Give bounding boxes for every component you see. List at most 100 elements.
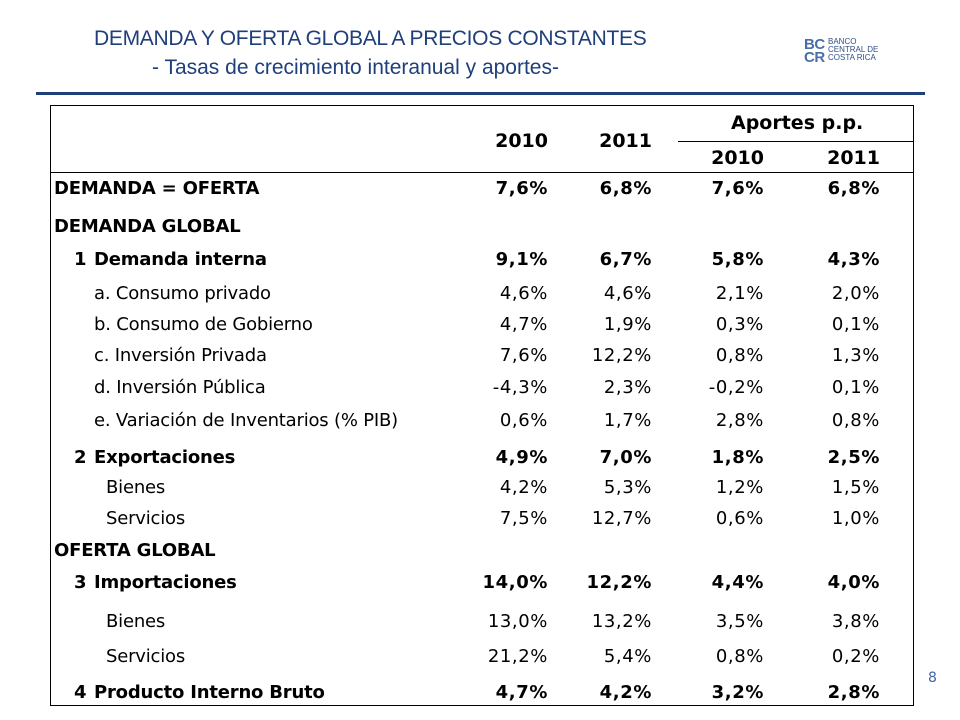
row-value-2: 1,7%	[603, 410, 652, 431]
row-value-3: 3,2%	[711, 682, 764, 703]
row-value-1: 14,0%	[482, 572, 548, 593]
row-value-3: 4,4%	[711, 572, 764, 593]
row-value-4: 0,8%	[831, 410, 880, 431]
row-value-2: 5,4%	[603, 646, 652, 667]
table-row: Bienes 13,0% 13,2% 3,5% 3,8%	[0, 611, 960, 635]
row-value-2: 5,3%	[603, 477, 652, 498]
table-row: DEMANDA GLOBAL	[0, 216, 960, 240]
row-value-1: 21,2%	[487, 646, 548, 667]
row-value-1: 4,2%	[499, 477, 548, 498]
header-aportes: Aportes p.p.	[731, 112, 864, 134]
row-value-3: 5,8%	[711, 249, 764, 270]
row-index: 3	[74, 572, 87, 593]
row-value-2: 12,7%	[591, 508, 652, 529]
row-label: Servicios	[106, 646, 186, 667]
table-top-border	[50, 105, 914, 106]
table-row: Servicios 7,5% 12,7% 0,6% 1,0%	[0, 508, 960, 532]
row-label: Exportaciones	[94, 447, 236, 468]
row-value-4: 1,5%	[831, 477, 880, 498]
row-label: a. Consumo privado	[94, 283, 271, 304]
bccr-logo-text: BANCO CENTRAL DE COSTA RICA	[828, 38, 878, 62]
table-row: 4 Producto Interno Bruto 4,7% 4,2% 3,2% 2,8%	[0, 682, 960, 706]
table-right-border	[913, 105, 914, 706]
slide-title: DEMANDA Y OFERTA GLOBAL A PRECIOS CONSTA…	[94, 27, 647, 50]
table-row: DEMANDA = OFERTA 7,6% 6,8% 7,6% 6,8%	[0, 178, 960, 202]
logo-text-line2: CENTRAL DE	[828, 45, 879, 54]
table-left-border	[50, 105, 51, 706]
row-label: Bienes	[106, 477, 166, 498]
row-label: Producto Interno Bruto	[94, 682, 325, 703]
row-value-1: 4,6%	[499, 283, 548, 304]
row-value-2: 12,2%	[591, 345, 652, 366]
row-value-2: 12,2%	[586, 572, 652, 593]
row-value-1: 4,9%	[495, 447, 548, 468]
header-aportes-2010: 2010	[711, 147, 764, 169]
row-value-3: 2,8%	[715, 410, 764, 431]
table-row: Servicios 21,2% 5,4% 0,8% 0,2%	[0, 646, 960, 670]
row-value-2: 1,9%	[603, 314, 652, 335]
header-aportes-2011: 2011	[827, 147, 880, 169]
row-value-4: 0,1%	[831, 377, 880, 398]
row-label: e. Variación de Inventarios (% PIB)	[94, 410, 398, 431]
table-row: e. Variación de Inventarios (% PIB) 0,6% 1…	[0, 410, 960, 434]
row-value-3: 0,3%	[715, 314, 764, 335]
row-value-1: 4,7%	[499, 314, 548, 335]
table-row: 3 Importaciones 14,0% 12,2% 4,4% 4,0%	[0, 572, 960, 596]
row-value-3: 1,2%	[715, 477, 764, 498]
logo-letters-top: BC	[804, 36, 825, 53]
row-value-4: 1,3%	[831, 345, 880, 366]
row-label: c. Inversión Privada	[94, 345, 267, 366]
bccr-logo: BC CR BANCO CENTRAL DE COSTA RICA	[804, 36, 929, 68]
row-index: 2	[74, 447, 87, 468]
row-value-1: 9,1%	[495, 249, 548, 270]
logo-letters-bottom: CR	[804, 49, 825, 66]
row-value-3: 2,1%	[715, 283, 764, 304]
row-value-4: 2,8%	[827, 682, 880, 703]
row-label: b. Consumo de Gobierno	[94, 314, 313, 335]
row-index: 4	[74, 682, 87, 703]
page-number: 8	[928, 670, 937, 686]
logo-text-line1: BANCO	[828, 37, 857, 46]
row-label: Bienes	[106, 611, 166, 632]
row-label: DEMANDA GLOBAL	[54, 216, 241, 237]
table-row: a. Consumo privado 4,6% 4,6% 2,1% 2,0%	[0, 283, 960, 307]
row-value-4: 4,0%	[827, 572, 880, 593]
header-year-2010: 2010	[495, 130, 548, 152]
row-value-3: 7,6%	[711, 178, 764, 199]
row-value-4: 0,2%	[831, 646, 880, 667]
row-value-2: 6,7%	[599, 249, 652, 270]
row-value-1: 4,7%	[495, 682, 548, 703]
table-row: d. Inversión Pública -4,3% 2,3% -0,2% 0,1%	[0, 377, 960, 401]
row-value-3: 0,6%	[715, 508, 764, 529]
row-label: Demanda interna	[94, 249, 267, 270]
row-value-1: 7,6%	[499, 345, 548, 366]
row-value-4: 6,8%	[827, 178, 880, 199]
bccr-logo-monogram: BC CR	[804, 36, 825, 66]
row-label: d. Inversión Pública	[94, 377, 266, 398]
row-value-1: 0,6%	[499, 410, 548, 431]
header-year-2011: 2011	[599, 130, 652, 152]
title-divider	[36, 92, 925, 95]
row-value-3: 0,8%	[715, 345, 764, 366]
row-label: DEMANDA = OFERTA	[54, 178, 260, 199]
row-value-2: 4,2%	[599, 682, 652, 703]
table-row: 1 Demanda interna 9,1% 6,7% 5,8% 4,3%	[0, 249, 960, 273]
row-value-2: 7,0%	[599, 447, 652, 468]
table-row: c. Inversión Privada 7,6% 12,2% 0,8% 1,3%	[0, 345, 960, 369]
row-value-3: 1,8%	[711, 447, 764, 468]
row-value-2: 2,3%	[603, 377, 652, 398]
row-value-4: 1,0%	[831, 508, 880, 529]
row-value-3: 0,8%	[715, 646, 764, 667]
row-value-2: 4,6%	[603, 283, 652, 304]
header-bottom-border	[50, 172, 914, 173]
row-label: Importaciones	[94, 572, 237, 593]
row-label: OFERTA GLOBAL	[54, 540, 216, 561]
slide-subtitle: - Tasas de crecimiento interanual y apor…	[152, 56, 559, 79]
row-value-1: -4,3%	[492, 377, 548, 398]
row-label: Servicios	[106, 508, 186, 529]
table-row: OFERTA GLOBAL	[0, 540, 960, 564]
row-value-4: 4,3%	[827, 249, 880, 270]
table-row: b. Consumo de Gobierno 4,7% 1,9% 0,3% 0,1%	[0, 314, 960, 338]
table-bottom-border	[50, 705, 914, 706]
row-value-4: 2,5%	[827, 447, 880, 468]
